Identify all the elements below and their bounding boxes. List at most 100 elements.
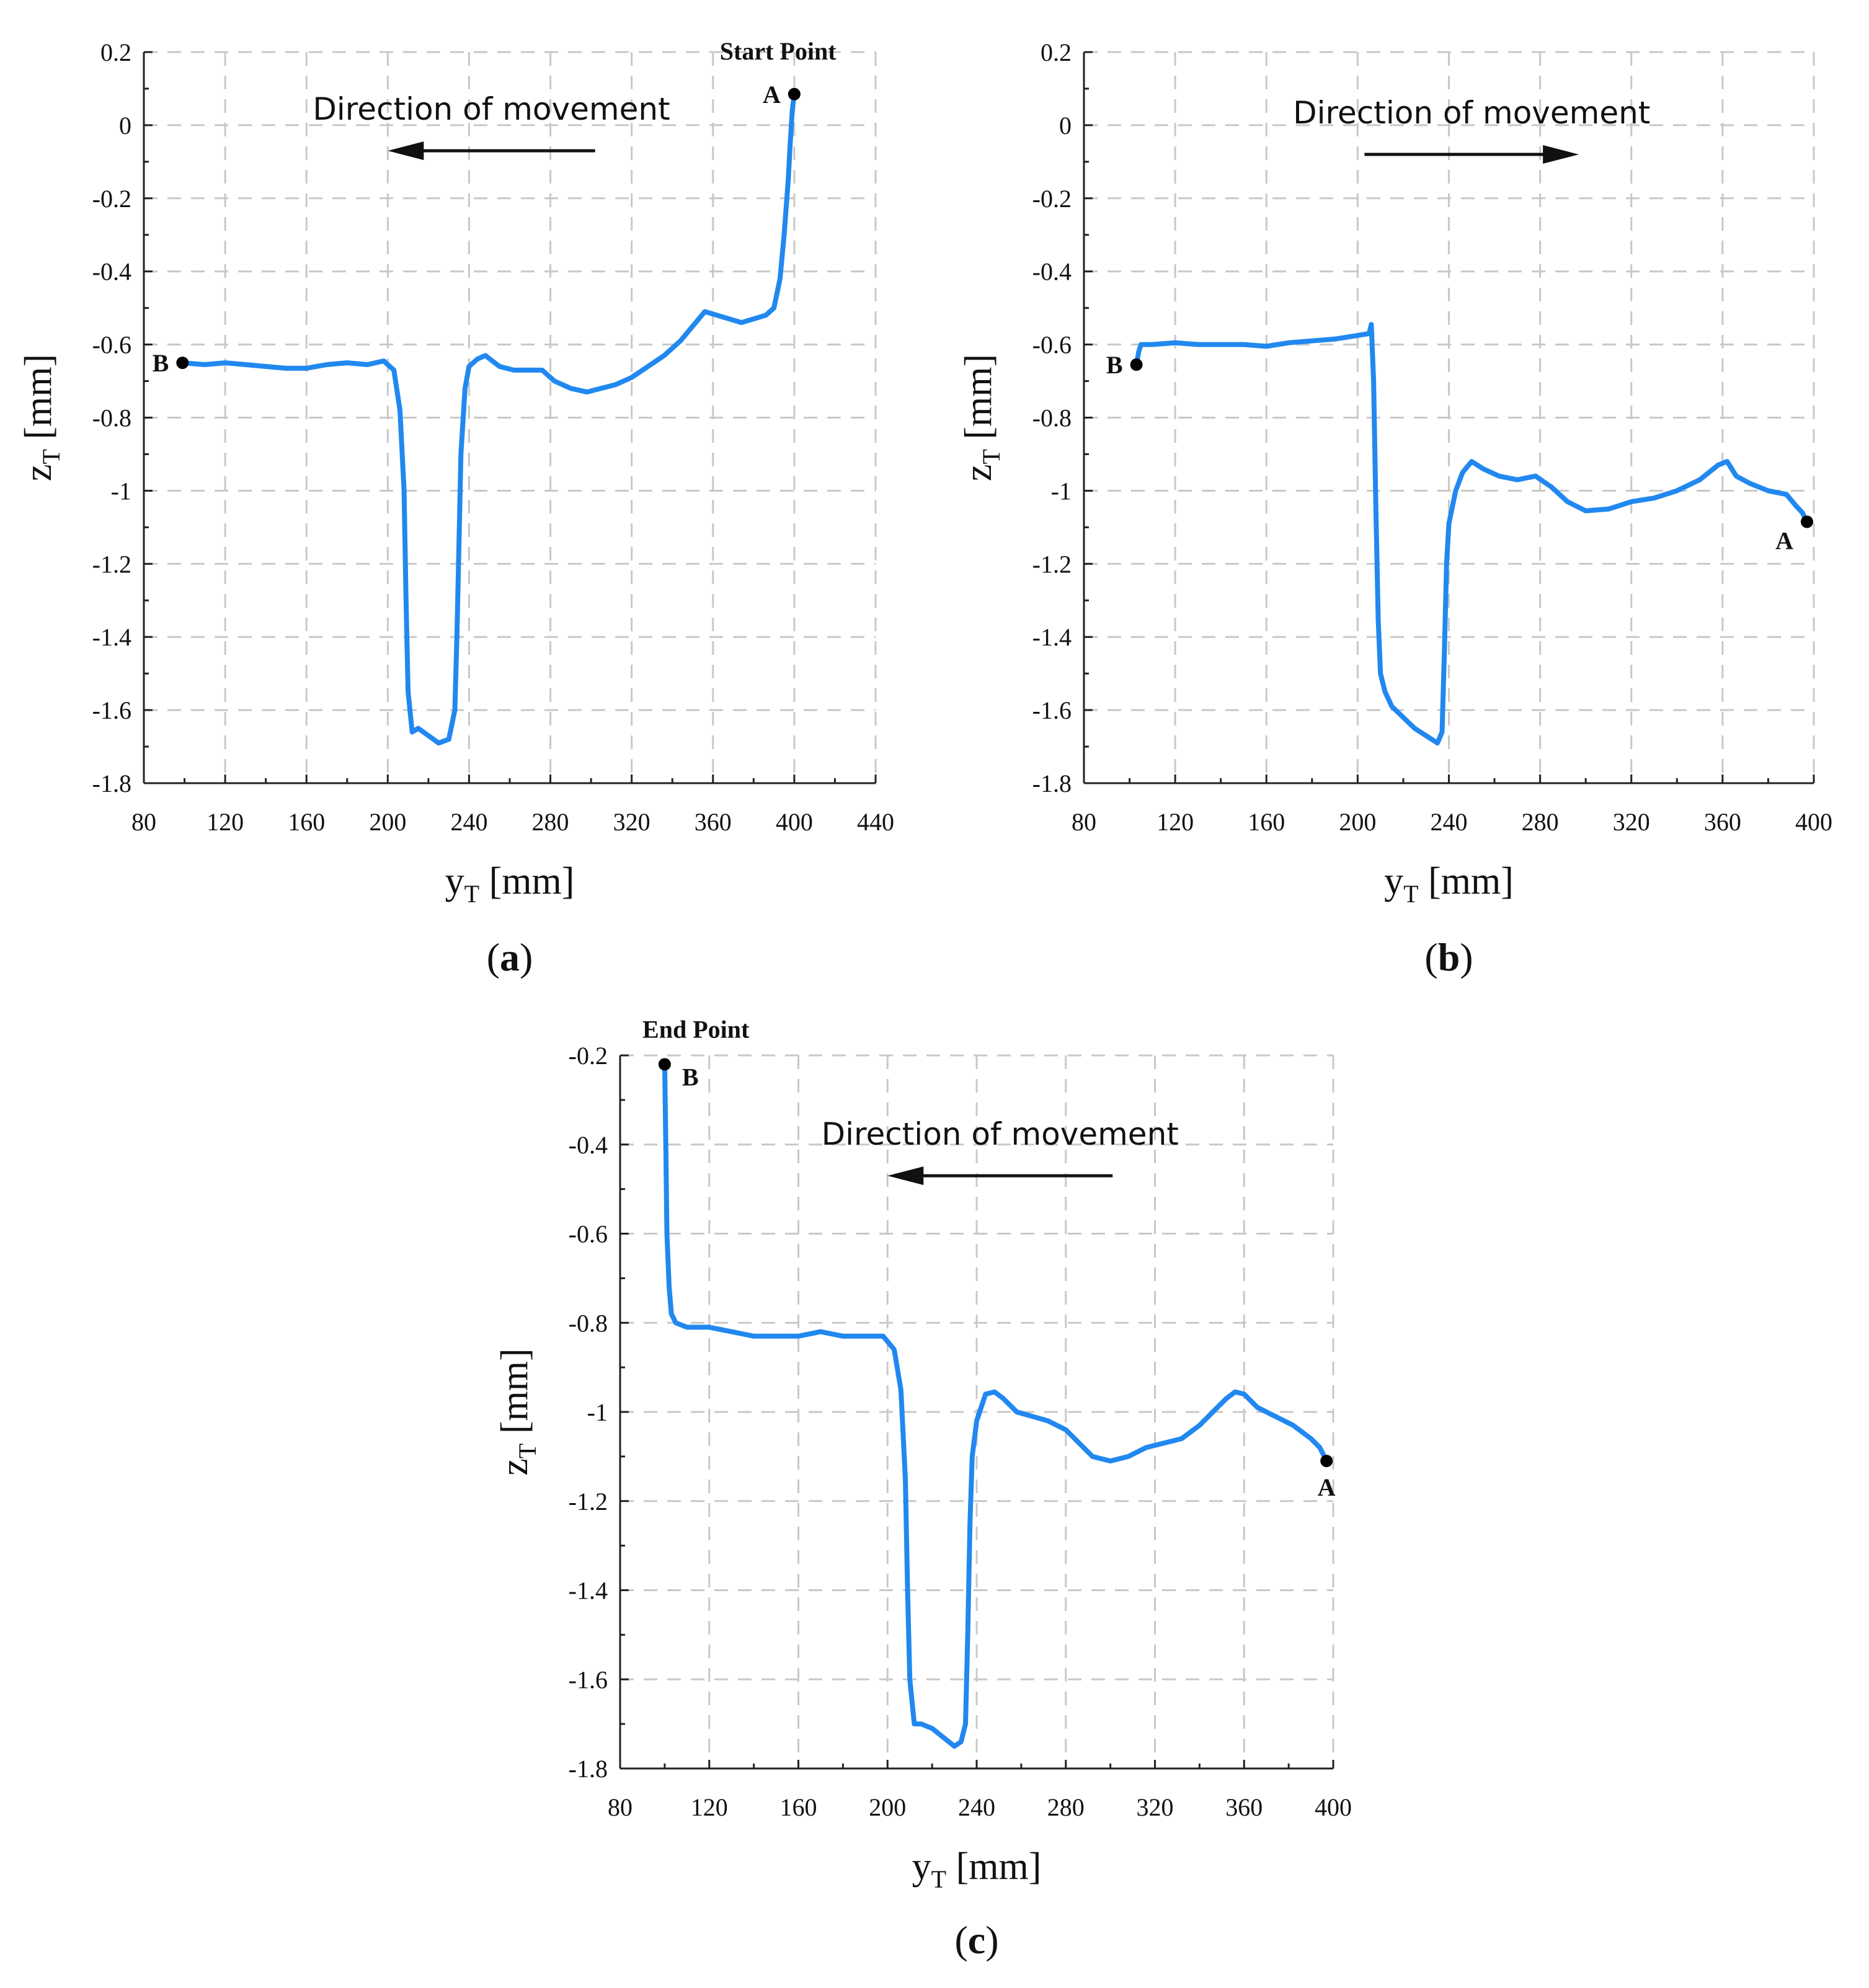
- y-tick-label: -0.4: [92, 258, 131, 286]
- x-tick-label: 360: [1704, 808, 1741, 836]
- x-tick-label: 360: [695, 808, 732, 836]
- x-tick-label: 280: [1047, 1793, 1085, 1821]
- x-axis-label-unit: [mm]: [946, 1845, 1041, 1888]
- direction-arrow-head: [1543, 145, 1579, 164]
- chart-b: 80 120 160 200 240 280 320 360 400 0.2 0 -0.2 -0.4 -0…: [957, 38, 1832, 979]
- panel-label: (a): [487, 935, 533, 979]
- x-axis-label: yT [mm]: [912, 1845, 1042, 1893]
- y-tick-label: 0.2: [1041, 38, 1072, 66]
- y-tick-label: -1.8: [569, 1755, 608, 1783]
- x-axis-label: yT [mm]: [1384, 860, 1514, 908]
- y-tick-label: -0.4: [1032, 258, 1072, 286]
- y-tick-label: -0.6: [1032, 331, 1072, 359]
- y-tick-label: -1.8: [1032, 770, 1072, 797]
- x-tick-label: 120: [206, 808, 244, 836]
- point-label-A: A: [763, 81, 781, 109]
- point-marker-B: [1130, 358, 1143, 371]
- x-tick-label: 200: [869, 1793, 906, 1821]
- y-tick-label: -1.6: [92, 696, 131, 724]
- x-axis-label-unit: [mm]: [479, 860, 574, 902]
- panel-label-open: (: [487, 935, 500, 979]
- x-tick-label: 160: [288, 808, 325, 836]
- y-tick-label: -1.2: [1032, 550, 1072, 578]
- direction-label: Direction of movement: [822, 1116, 1179, 1152]
- y-axis-label-symbol: z: [957, 464, 1000, 482]
- x-tick-label: 120: [691, 1793, 728, 1821]
- x-tick-label: 320: [613, 808, 650, 836]
- y-tick-label: 0.2: [100, 38, 131, 66]
- y-tick-label: -1.2: [569, 1488, 608, 1515]
- y-axis-label-symbol: z: [494, 1458, 536, 1476]
- panel-label-open: (: [1424, 935, 1437, 979]
- panel-label-open: (: [954, 1918, 967, 1962]
- point-marker-A: [788, 87, 801, 100]
- y-axis-label-symbol: z: [17, 464, 60, 482]
- y-tick-label: -0.4: [569, 1131, 608, 1159]
- y-tick-label: -1.4: [1032, 623, 1072, 651]
- point-label-B: B: [1106, 351, 1123, 379]
- x-tick-label: 80: [131, 808, 156, 836]
- y-tick-label: -0.6: [569, 1220, 608, 1248]
- direction-label: Direction of movement: [1293, 95, 1650, 131]
- y-tick-label: -1.8: [92, 770, 131, 797]
- x-tick-label: 240: [1431, 808, 1468, 836]
- x-tick-label: 400: [776, 808, 813, 836]
- panel-label-letter: a: [500, 935, 520, 979]
- x-tick-label: 280: [532, 808, 569, 836]
- x-tick-label: 240: [958, 1793, 995, 1821]
- panel-label-close: ): [1460, 935, 1473, 979]
- y-tick-label: -1.4: [569, 1577, 608, 1605]
- y-tick-label: -1: [111, 477, 131, 505]
- x-axis-label-subscript: T: [464, 880, 479, 908]
- y-tick-label: -0.2: [569, 1042, 608, 1070]
- y-tick-label: -0.8: [569, 1309, 608, 1337]
- y-tick-label: -0.6: [92, 331, 131, 359]
- y-axis-label-unit: [mm]: [494, 1348, 536, 1443]
- panel-label-letter: c: [968, 1918, 985, 1962]
- direction-label: Direction of movement: [313, 91, 670, 127]
- y-tick-label: 0: [1059, 112, 1072, 140]
- y-tick-label: -1.4: [92, 623, 131, 651]
- x-tick-label: 80: [608, 1793, 633, 1821]
- y-tick-label: -0.2: [92, 185, 131, 213]
- x-axis-label-subscript: T: [931, 1865, 946, 1893]
- panel-label: (b): [1424, 935, 1473, 979]
- series-line-c: [662, 1062, 1330, 1749]
- y-axis-label-subscript: T: [37, 449, 65, 464]
- x-tick-label: 400: [1795, 808, 1832, 836]
- x-tick-label: 320: [1137, 1793, 1174, 1821]
- series-line-b: [1134, 322, 1809, 746]
- x-tick-label: 200: [1339, 808, 1376, 836]
- y-tick-label: -0.2: [1032, 185, 1072, 213]
- x-tick-label: 200: [369, 808, 406, 836]
- x-axis-label: yT [mm]: [445, 860, 575, 908]
- point-label-B: B: [153, 349, 169, 377]
- series-line-a: [180, 91, 797, 746]
- x-tick-label: 280: [1522, 808, 1559, 836]
- x-tick-label: 160: [780, 1793, 817, 1821]
- direction-arrow-head: [388, 141, 424, 161]
- y-axis-label: zT [mm]: [957, 354, 1005, 481]
- y-axis-label-unit: [mm]: [17, 354, 60, 449]
- point-marker-A: [1320, 1455, 1333, 1468]
- point-label-A: A: [1775, 527, 1793, 555]
- x-tick-label: 400: [1315, 1793, 1352, 1821]
- y-tick-label: 0: [119, 112, 131, 140]
- direction-arrow-head: [887, 1166, 924, 1186]
- chart-a: 80 120 160 200 240 280 320 360 400 440 0.2 0 -0.2 -0.…: [17, 37, 894, 979]
- panel-label-close: ): [985, 1918, 998, 1962]
- y-tick-label: -1.6: [569, 1666, 608, 1693]
- x-tick-label: 240: [450, 808, 487, 836]
- point-annotation: End Point: [642, 1015, 750, 1043]
- x-axis-label-subscript: T: [1403, 880, 1418, 908]
- y-tick-label: -0.8: [92, 404, 131, 432]
- x-tick-label: 120: [1156, 808, 1194, 836]
- y-tick-label: -1.6: [1032, 696, 1072, 724]
- panel-label-close: ): [520, 935, 533, 979]
- chart-c: 80 120 160 200 240 280 320 360 400 -0.2 -0.4 -0.6 -0…: [494, 1015, 1352, 1962]
- x-axis-label-unit: [mm]: [1419, 860, 1514, 902]
- x-axis-label-symbol: y: [1384, 860, 1403, 902]
- x-axis-label-symbol: y: [912, 1845, 931, 1888]
- x-tick-label: 360: [1225, 1793, 1263, 1821]
